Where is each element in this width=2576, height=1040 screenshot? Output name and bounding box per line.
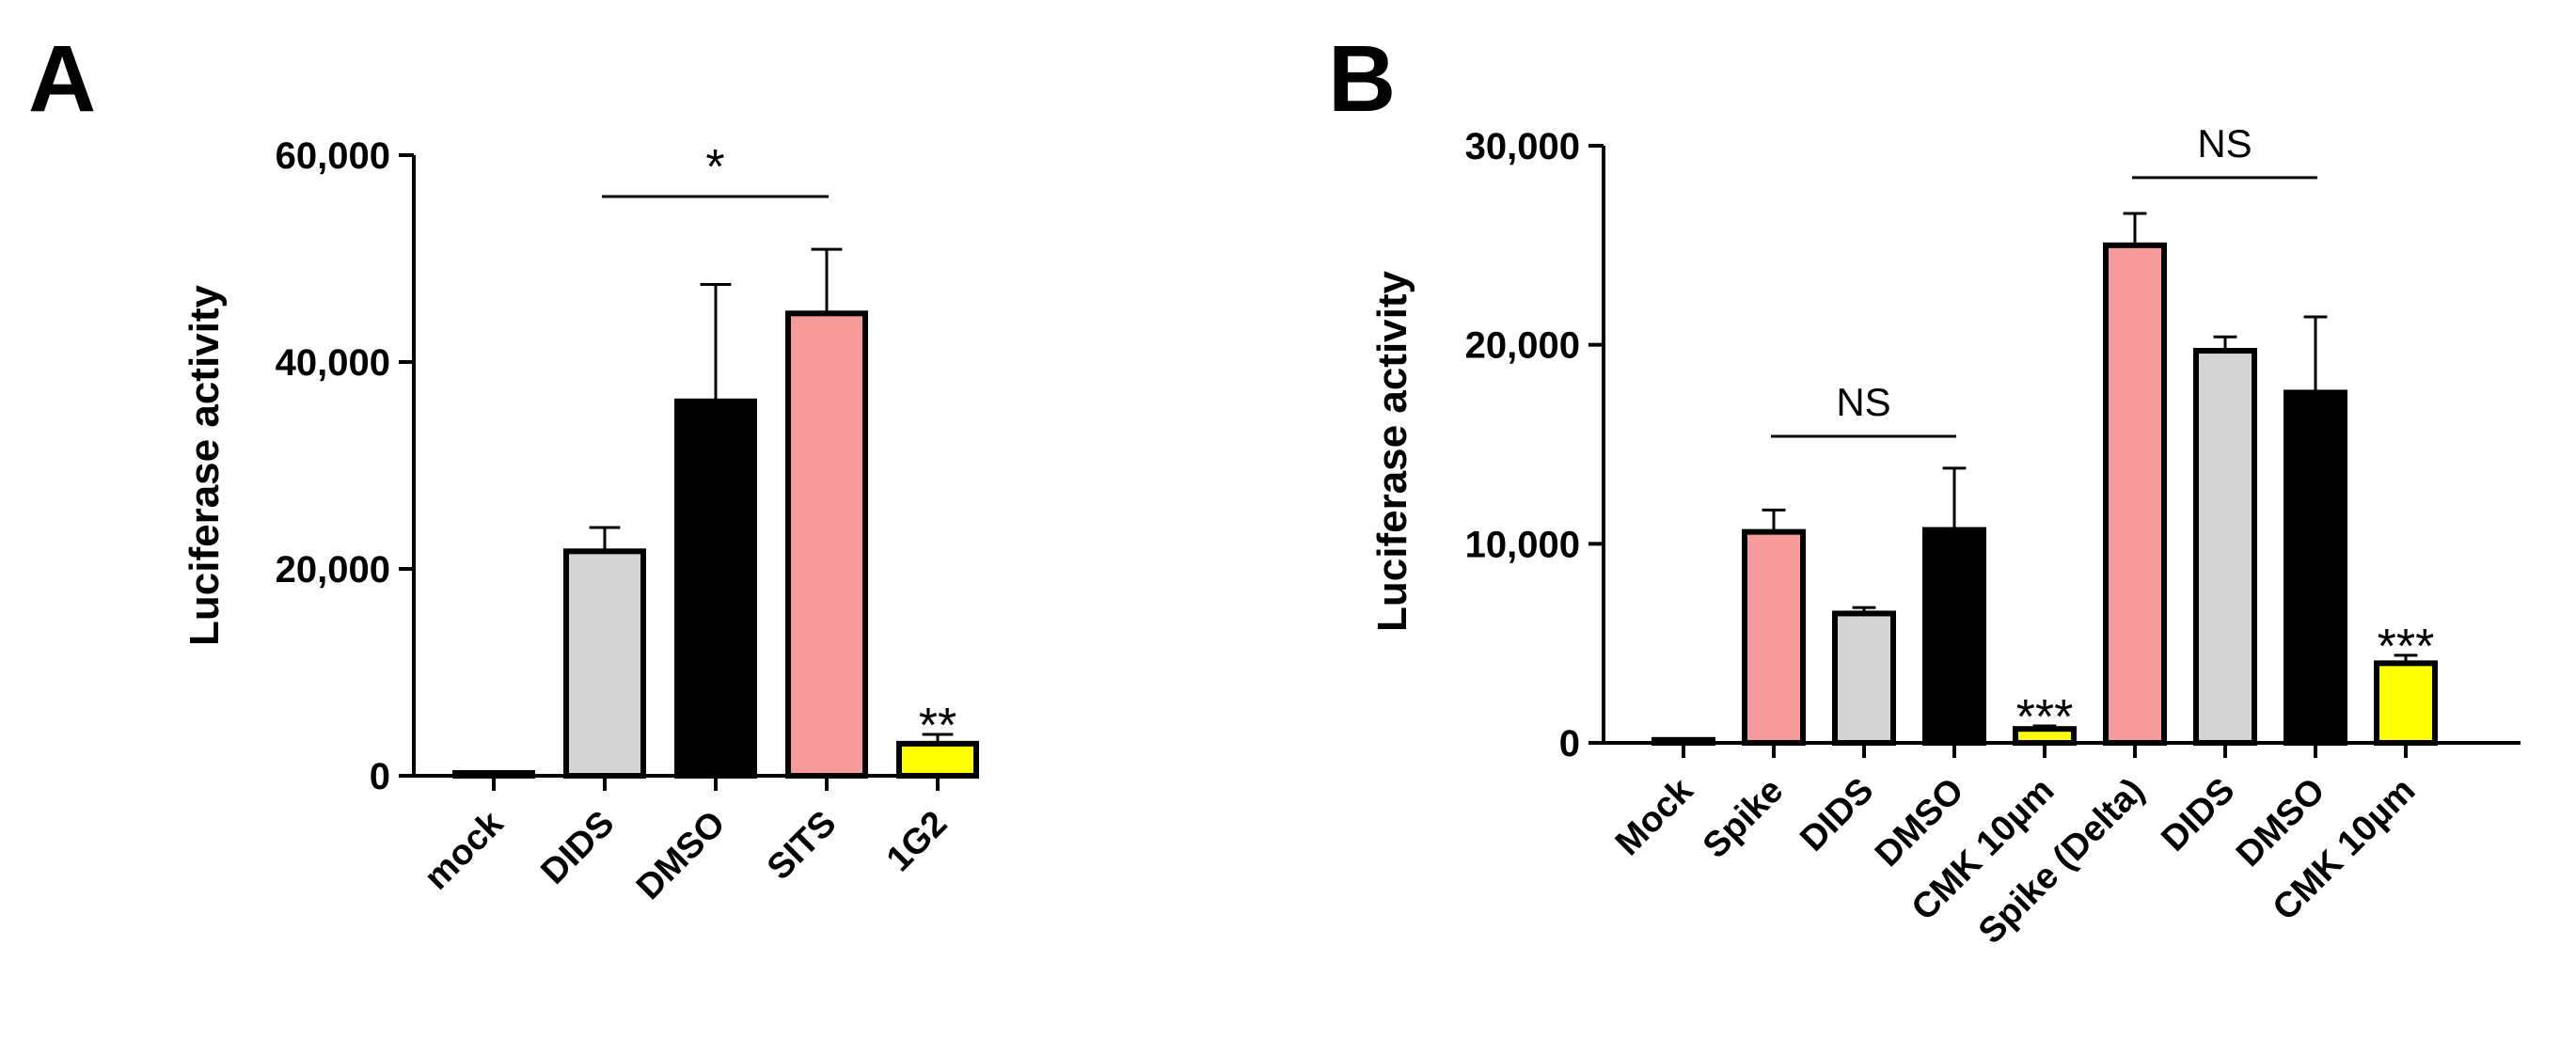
bar — [1832, 610, 1896, 747]
annotations-a: *** — [602, 140, 956, 753]
category-label: DIDS — [533, 804, 622, 892]
bar — [452, 770, 535, 779]
y-tick-label: 0 — [1559, 723, 1580, 764]
bar — [2374, 660, 2438, 746]
y-tick-label: 20,000 — [276, 549, 390, 591]
bar — [1742, 528, 1806, 747]
category-label: Spike — [1696, 771, 1791, 866]
significance-label: *** — [2016, 690, 2074, 745]
y-tick-label: 60,000 — [276, 135, 390, 177]
significance-label: NS — [1836, 380, 1890, 424]
panel-letter-b: B — [1328, 26, 1396, 132]
y-tick-label: 10,000 — [1465, 524, 1580, 565]
bar — [563, 548, 646, 779]
bars-a — [452, 247, 979, 780]
category-label: DMSO — [629, 804, 733, 907]
y-axis-label-b: Luciferase activity — [1369, 270, 1415, 631]
bar — [1651, 736, 1715, 747]
panel-b: B Luciferase activity 0 10,000 20,000 30,00… — [1328, 26, 2521, 952]
y-tick-label: 40,000 — [276, 342, 390, 384]
significance-label: * — [705, 140, 724, 195]
bar — [2284, 389, 2347, 746]
y-tick-label: 20,000 — [1465, 325, 1580, 367]
category-label: SITS — [760, 804, 844, 888]
significance-label: *** — [2378, 620, 2435, 674]
y-axis-label-a: Luciferase activity — [182, 284, 228, 645]
y-tick-label: 30,000 — [1465, 126, 1580, 167]
bars-b — [1651, 212, 2438, 747]
category-label: Mock — [1608, 770, 1701, 863]
significance-label: ** — [919, 699, 956, 753]
category-label: mock — [417, 803, 512, 898]
significance-label: NS — [2197, 121, 2252, 165]
bar — [785, 310, 868, 779]
y-tick-label: 0 — [370, 756, 390, 797]
annotations-b: NS NS *** *** — [1771, 121, 2434, 745]
bar — [1922, 527, 1986, 746]
bar — [674, 398, 757, 779]
bar — [2193, 348, 2257, 746]
bar — [2103, 242, 2167, 747]
category-label: 1G2 — [879, 804, 955, 879]
panel-letter-a: A — [28, 26, 96, 132]
panel-a: A Luciferase activity 0 20,000 40,000 60,00… — [28, 26, 979, 907]
